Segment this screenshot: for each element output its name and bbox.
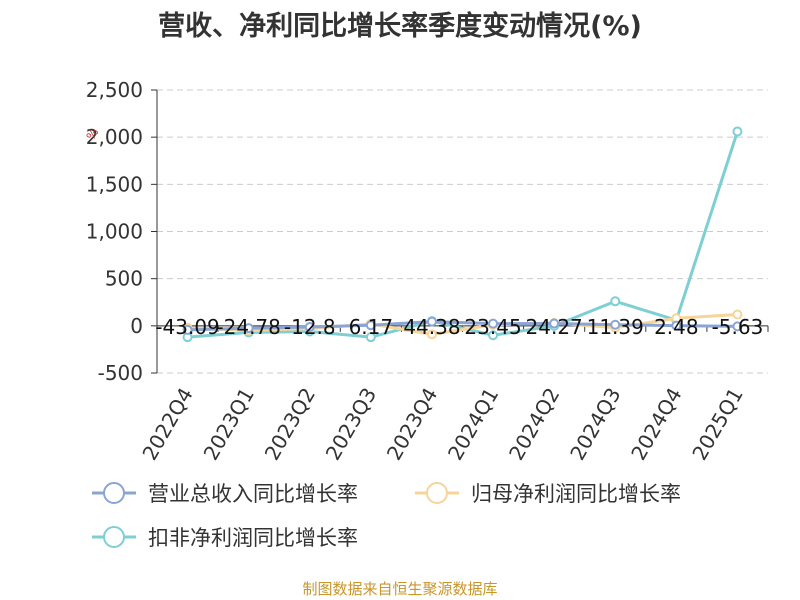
x-tick-label: 2025Q1	[687, 384, 747, 465]
x-tick-label: 2024Q2	[504, 384, 564, 465]
legend-label: 扣非净利润同比增长率	[148, 526, 358, 550]
x-tick-label: 2023Q4	[382, 384, 442, 465]
chart-title: 营收、净利同比增长率季度变动情况(%)	[158, 11, 642, 42]
data-label: 2.48	[654, 315, 699, 339]
x-tick-label: 2024Q3	[565, 384, 625, 465]
y-tick-label: 1,000	[86, 220, 143, 244]
x-tick-label: 2022Q4	[137, 384, 197, 465]
y-tick-label: 2,000	[86, 125, 143, 149]
series-point	[732, 309, 743, 320]
x-tick-label: 2024Q1	[443, 384, 503, 465]
data-label: 24.27	[526, 315, 583, 339]
series-point	[732, 321, 743, 332]
x-tick-label: 2023Q3	[321, 384, 381, 465]
legend-label: 归母净利润同比增长率	[471, 482, 681, 506]
series-point	[610, 296, 621, 307]
series-point	[426, 316, 437, 327]
x-tick-label: 2024Q4	[626, 384, 686, 465]
data-label: 6.17	[349, 315, 394, 339]
series-point	[182, 324, 193, 335]
series-point	[671, 320, 682, 331]
series-point	[732, 126, 743, 137]
data-label: 23.45	[464, 315, 521, 339]
data-label: 44.38	[403, 315, 460, 339]
series-point	[304, 322, 315, 333]
x-tick-label: 2023Q1	[199, 384, 259, 465]
y-tick-label: 500	[105, 267, 143, 291]
y-tick-label: 0	[130, 314, 143, 338]
y-tick-label: 1,500	[86, 172, 143, 196]
series-point	[365, 332, 376, 343]
legend-marker	[426, 482, 448, 504]
data-label: -5.63	[712, 315, 764, 339]
series-line	[187, 313, 738, 336]
legend-label: 营业总收入同比增长率	[148, 482, 358, 506]
series-point	[426, 329, 437, 340]
source-note: 制图数据来自恒生聚源数据库	[302, 580, 498, 598]
x-tick-label: 2023Q2	[260, 384, 320, 465]
y-tick-label: -500	[98, 361, 143, 385]
data-label: -24.78	[216, 315, 280, 339]
series-point	[549, 318, 560, 329]
series-point	[365, 320, 376, 331]
legend-marker	[103, 482, 125, 504]
data-label: -12.8	[284, 315, 336, 339]
series-point	[488, 330, 499, 341]
series-line	[187, 320, 738, 332]
data-label: 11.39	[587, 315, 644, 339]
series-point	[243, 323, 254, 334]
series-line	[187, 131, 739, 339]
y-tick-label: 2,500	[86, 78, 143, 102]
legend-marker	[103, 526, 125, 548]
series-point	[610, 319, 621, 330]
series-point	[488, 318, 499, 329]
data-label: -43.09	[155, 315, 219, 339]
